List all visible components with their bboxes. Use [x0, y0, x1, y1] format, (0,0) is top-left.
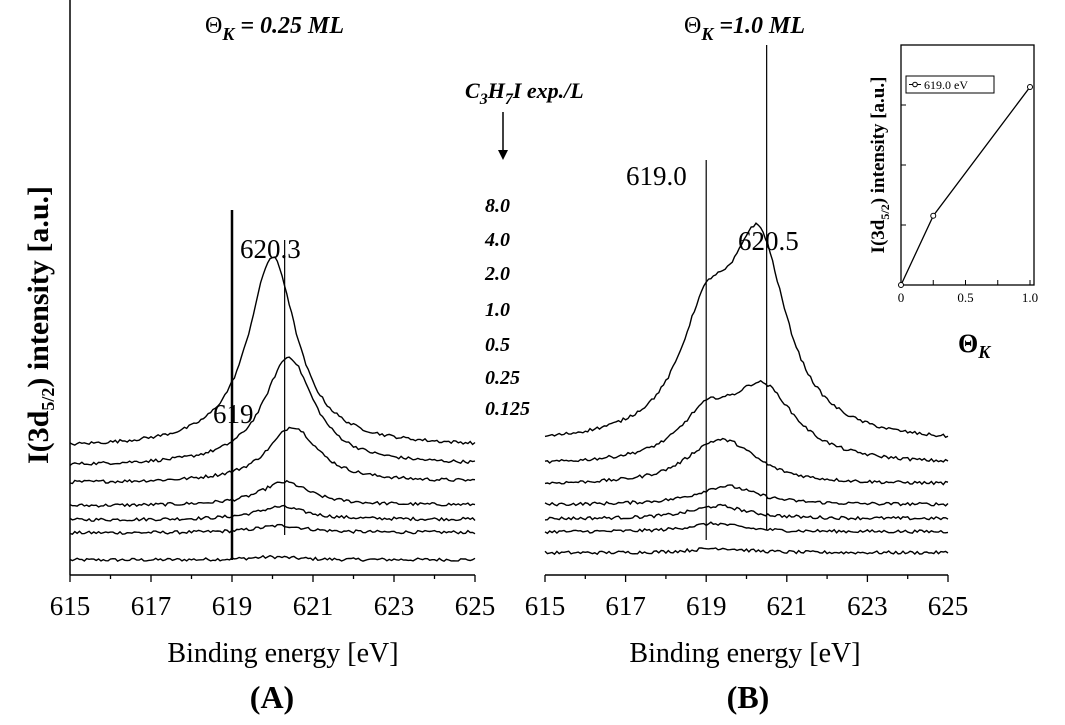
exposure-header: C3H7I exp./L: [465, 78, 584, 108]
x-tick-label: 615: [50, 591, 91, 621]
x-tick-label: 621: [767, 591, 808, 621]
spectrum-curve: [544, 503, 949, 521]
panel-b-label: (B): [727, 679, 770, 715]
inset-y-axis-label: I(3d5/2) intensity [a.u.]: [868, 77, 892, 254]
inset-series: [898, 84, 1033, 288]
inset-data-point: [898, 282, 904, 288]
panel-a-x-ticks: 615 617 619 621 623 625: [50, 575, 496, 621]
x-tick-label: 615: [525, 591, 566, 621]
panel-a: 615 617 619 621 623 625 619 620.3 ΘK = 0.25 ML…: [50, 0, 496, 715]
exposure-label: 1.0: [485, 299, 510, 321]
exposure-label: 0.5: [485, 334, 510, 356]
x-tick-label: 623: [847, 591, 888, 621]
inset-x-tick-label: 0: [898, 290, 905, 305]
exposure-label: 0.25: [485, 367, 520, 389]
inset-x-tick-label: 0.5: [957, 290, 973, 305]
spectrum-curve: [69, 256, 476, 446]
spectrum-curve: [69, 426, 476, 485]
inset-legend-label: 619.0 eV: [924, 78, 968, 92]
inset-legend: 619.0 eV: [905, 75, 995, 94]
exposure-legend: C3H7I exp./L 8.0 4.0 2.0 1.0 0.5 0.25 0.125: [465, 78, 584, 420]
panel-b-x-ticks: 615 617 619 621 623 625: [525, 575, 969, 621]
inset-data-point: [1027, 84, 1033, 90]
y-axis-label: I(3d5/2) intensity [a.u.]: [22, 186, 58, 464]
x-tick-label: 625: [455, 591, 496, 621]
exposure-label: 8.0: [485, 195, 510, 217]
spectrum-curve: [544, 484, 949, 507]
panel-a-peak-markers: 619 620.3: [213, 210, 301, 560]
panel-b-title: ΘK =1.0 ML: [684, 13, 805, 44]
panel-b-curves: [544, 222, 949, 556]
inset-x-axis-label: ΘK: [958, 329, 992, 362]
panel-b: 615 617 619 621 623 625 619.0 620.5 ΘK =1.0 ML…: [525, 13, 969, 715]
panel-a-curves: [69, 256, 476, 563]
inset-legend-box: [905, 75, 995, 94]
spectrum-curve: [69, 356, 476, 467]
inset-legend-marker: [912, 81, 918, 88]
x-tick-label: 621: [293, 591, 334, 621]
panel-a-x-axis-title: Binding energy [eV]: [167, 638, 398, 669]
exposure-arrow-head: [498, 150, 508, 160]
panel-a-title: ΘK = 0.25 ML: [205, 13, 344, 44]
x-tick-label: 619: [686, 591, 727, 621]
inset-chart: 0 0.5 1.0 619.0 eV I(3d5/2) intensity [a.u…: [868, 44, 1038, 362]
inset-x-tick-label: 1.0: [1022, 290, 1038, 305]
x-tick-label: 619: [212, 591, 253, 621]
x-tick-label: 625: [928, 591, 969, 621]
spectrum-curve: [69, 554, 476, 563]
x-tick-label: 617: [605, 591, 646, 621]
peak-marker-label: 619: [213, 399, 254, 429]
inset-data-point: [930, 212, 937, 219]
inset-x-ticks: 0 0.5 1.0: [898, 280, 1038, 305]
peak-marker-label: 620.3: [240, 234, 301, 264]
x-tick-label: 623: [374, 591, 415, 621]
peak-marker-label: 620.5: [738, 226, 799, 256]
exposure-label: 4.0: [484, 229, 510, 251]
spectrum-curve: [544, 547, 949, 556]
exposure-label: 0.125: [485, 398, 530, 420]
panel-b-x-axis-title: Binding energy [eV]: [629, 638, 860, 669]
x-tick-label: 617: [131, 591, 172, 621]
spectrum-curve: [69, 479, 476, 508]
spectrum-curve: [544, 379, 949, 464]
spectrum-curve: [544, 437, 949, 486]
panel-b-peak-markers: 619.0 620.5: [626, 45, 799, 540]
exposure-label: 2.0: [484, 263, 510, 285]
exposure-label-list: 8.0 4.0 2.0 1.0 0.5 0.25 0.125: [484, 195, 530, 420]
panel-a-label: (A): [250, 679, 294, 715]
spectrum-curve: [544, 222, 949, 439]
spectrum-curve: [69, 523, 476, 535]
spectrum-curve: [69, 504, 476, 522]
spectrum-curve: [544, 521, 949, 535]
peak-marker-label: 619.0: [626, 161, 687, 191]
